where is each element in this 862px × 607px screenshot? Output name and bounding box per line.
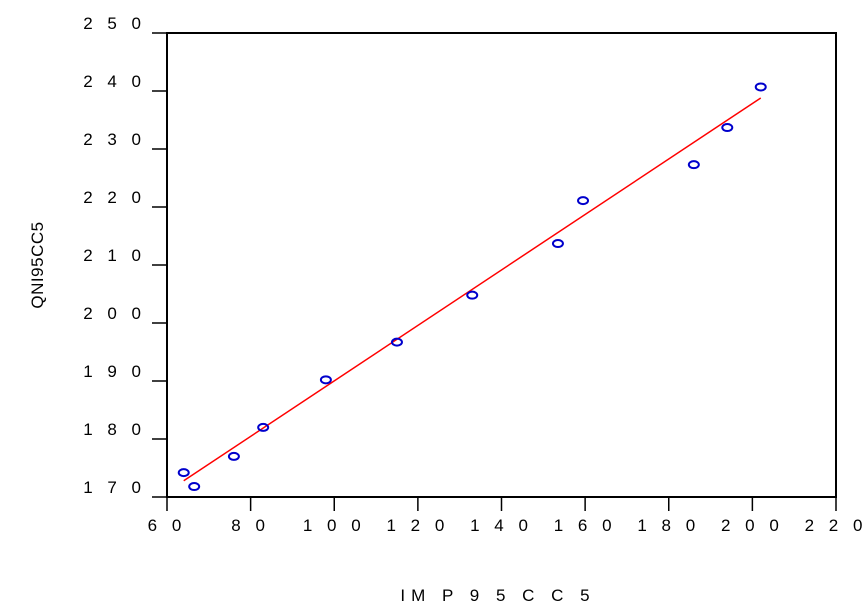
y-axis: 1 7 0 1 8 0 1 9 0 2 0 0 2 1 0 2 2 0 2 3 0 2 4 0… bbox=[83, 14, 167, 498]
data-point bbox=[754, 82, 767, 92]
data-point bbox=[257, 422, 270, 432]
data-point bbox=[577, 196, 590, 206]
y-tick-label: 2 5 0 bbox=[83, 14, 146, 33]
y-axis-title: QNI95CC5 bbox=[28, 221, 47, 308]
data-point bbox=[390, 337, 403, 347]
y-tick-label: 1 9 0 bbox=[83, 362, 146, 381]
x-tick-label: 1 0 0 bbox=[303, 516, 366, 535]
x-tick-label: 8 0 bbox=[231, 516, 270, 535]
regression-line bbox=[183, 97, 762, 482]
data-point bbox=[188, 482, 201, 492]
y-tick-label: 1 8 0 bbox=[83, 420, 146, 439]
data-point bbox=[687, 160, 700, 170]
y-tick-label: 2 1 0 bbox=[83, 246, 146, 265]
y-tick-label: 2 2 0 bbox=[83, 188, 146, 207]
data-point bbox=[466, 290, 479, 300]
data-point bbox=[227, 451, 240, 461]
x-tick-label: 6 0 bbox=[148, 516, 187, 535]
x-tick-label: 1 4 0 bbox=[470, 516, 533, 535]
y-tick-label: 2 3 0 bbox=[83, 130, 146, 149]
data-point bbox=[177, 468, 190, 478]
data-point bbox=[721, 123, 734, 133]
y-tick-label: 2 4 0 bbox=[83, 72, 146, 91]
y-tick-label: 2 0 0 bbox=[83, 304, 146, 323]
x-axis: 6 0 8 0 1 0 0 1 2 0 1 4 0 1 6 0 1 8 0 2 0 0 2 2 … bbox=[148, 497, 862, 535]
data-points bbox=[177, 82, 767, 492]
y-tick-label: 1 7 0 bbox=[83, 478, 146, 497]
x-tick-label: 1 8 0 bbox=[637, 516, 700, 535]
x-axis-title: IM P 9 5 C C 5 bbox=[400, 586, 595, 605]
data-point bbox=[551, 239, 564, 249]
x-tick-label: 1 2 0 bbox=[386, 516, 449, 535]
x-tick-label: 2 0 0 bbox=[721, 516, 784, 535]
x-tick-label: 1 6 0 bbox=[554, 516, 617, 535]
data-point bbox=[319, 375, 332, 385]
x-tick-label: 2 2 0 bbox=[805, 516, 862, 535]
